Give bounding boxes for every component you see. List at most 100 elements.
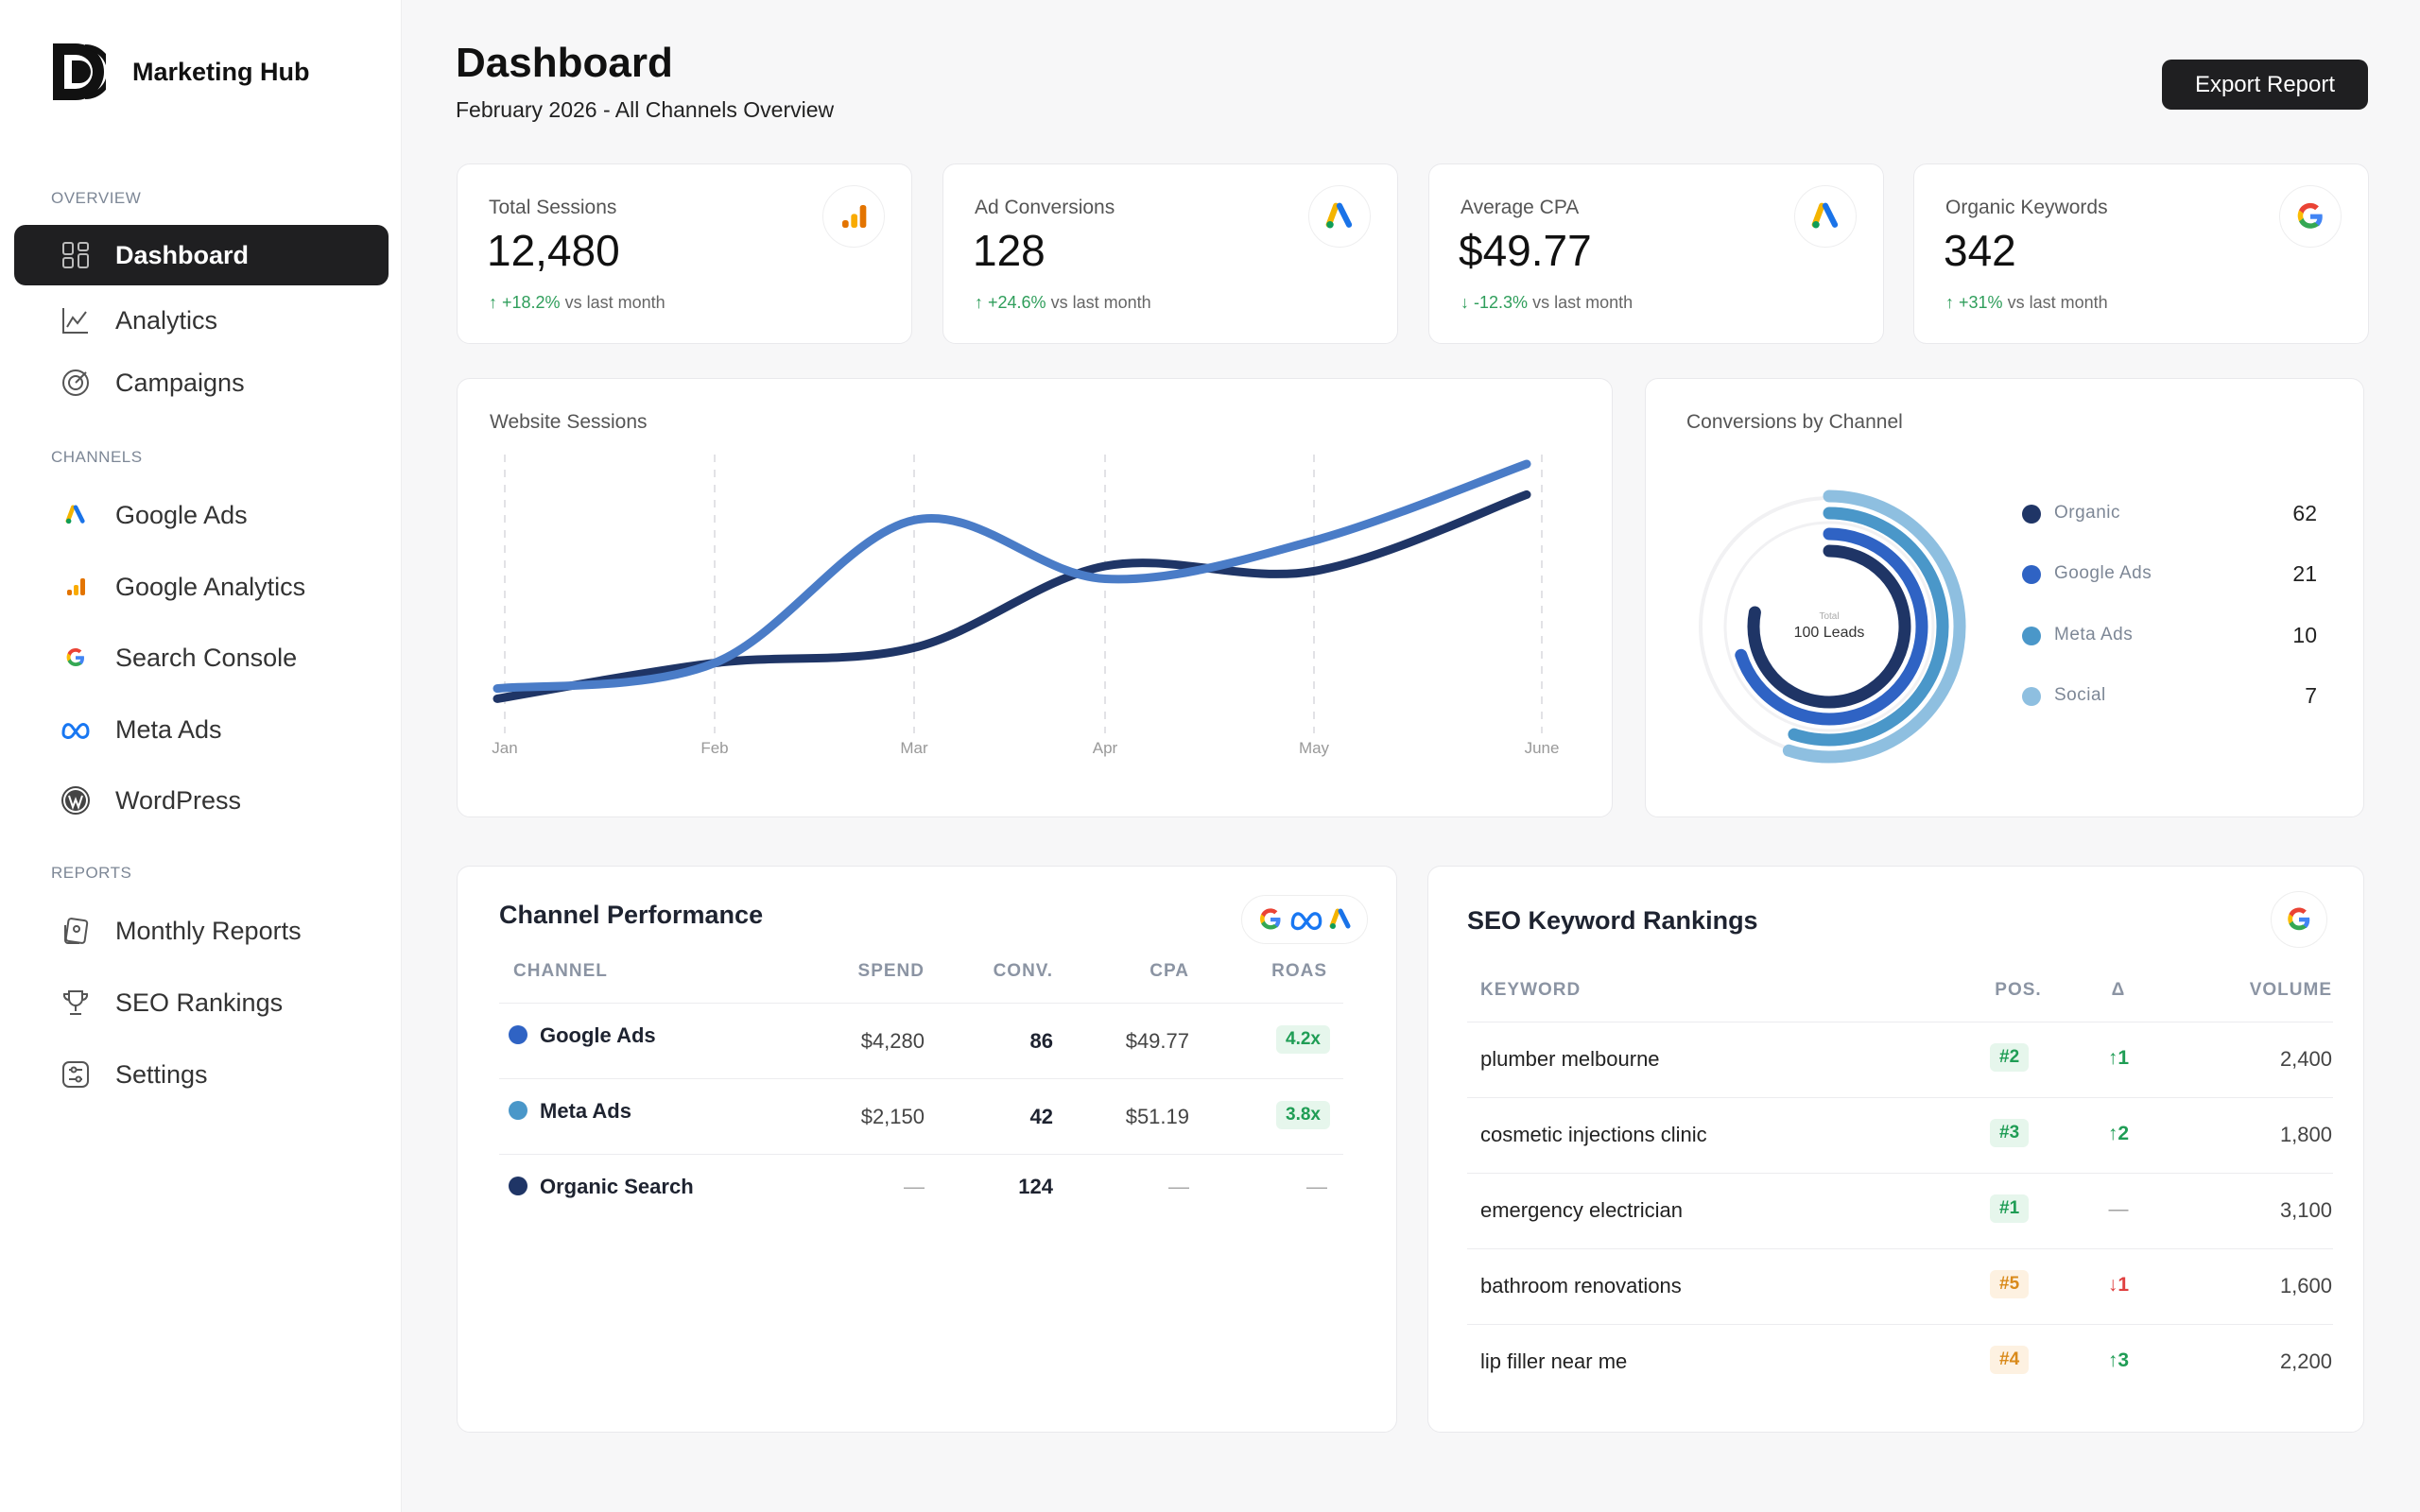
legend-dot — [2022, 687, 2041, 706]
channel-dot — [509, 1177, 527, 1195]
x-tick-label: Jan — [492, 739, 517, 757]
table-title: Channel Performance — [499, 901, 764, 929]
table-cell-conv: 42 — [1029, 1105, 1053, 1128]
volume-cell: 1,600 — [2279, 1274, 2332, 1297]
page-subtitle: February 2026 - All Channels Overview — [456, 97, 835, 122]
position-badge: #3 — [1990, 1119, 2030, 1147]
table-cell-channel: Organic Search — [540, 1175, 694, 1198]
trophy-icon — [60, 987, 92, 1019]
divider — [1467, 1097, 2333, 1098]
conversions-donut-chart: Total 100 Leads — [1699, 490, 1966, 764]
legend-label: Social — [2054, 685, 2106, 705]
sidebar-item-label: Settings — [115, 1059, 208, 1089]
google-analytics-icon — [60, 571, 92, 603]
legend-value: 10 — [2292, 623, 2317, 647]
sidebar-item-google-analytics[interactable]: Google Analytics — [14, 557, 389, 617]
rank-delta: ↓1 — [2107, 1274, 2130, 1296]
table-cell-channel: Meta Ads — [540, 1099, 631, 1123]
donut-arc-meta-ads — [1788, 507, 1949, 747]
col-header-spend: SPEND — [857, 961, 925, 981]
page-title: Dashboard — [456, 40, 673, 86]
meta-icon — [1290, 912, 1322, 931]
sidebar-item-search-console[interactable]: Search Console — [14, 627, 389, 688]
table-row[interactable]: plumber melbourne #2 ↑1 2,400 — [1428, 1022, 2365, 1098]
col-header-pos: POS. — [1995, 980, 2042, 1000]
sidebar-item-dashboard[interactable]: Dashboard — [14, 225, 389, 285]
google-ads-icon — [1308, 185, 1371, 248]
sidebar-item-label: Meta Ads — [115, 714, 222, 744]
sidebar-item-label: WordPress — [115, 785, 242, 815]
donut-arc-organic — [1747, 544, 1911, 709]
donut-arc-social — [1782, 490, 1966, 764]
keyword-cell: bathroom renovations — [1480, 1274, 1682, 1297]
table-cell-spend: $2,150 — [860, 1105, 925, 1128]
keyword-cell: cosmetic injections clinic — [1480, 1123, 1707, 1146]
divider — [499, 1003, 1343, 1004]
sidebar-item-settings[interactable]: Settings — [14, 1044, 389, 1105]
export-report-button[interactable]: Export Report — [2162, 60, 2368, 110]
google-icon — [60, 642, 92, 674]
legend-label: Meta Ads — [2054, 625, 2134, 644]
section-overview: OVERVIEW — [51, 189, 142, 207]
seo-rankings-card: SEO Keyword Rankings KEYWORD POS. Δ VOLU… — [1427, 866, 2364, 1433]
table-title: SEO Keyword Rankings — [1467, 906, 1758, 935]
series-line-1 — [493, 490, 1531, 703]
table-cell-channel: Google Ads — [540, 1023, 656, 1047]
kpi-value: 12,480 — [487, 226, 620, 275]
table-row[interactable]: emergency electrician #1 — 3,100 — [1428, 1174, 2365, 1249]
sidebar-item-label: Google Analytics — [115, 572, 306, 601]
sidebar-item-campaigns[interactable]: Campaigns — [14, 352, 389, 413]
google-ads-icon — [1329, 908, 1351, 929]
table-cell-cpa: $51.19 — [1125, 1105, 1189, 1128]
rank-delta: — — [2108, 1198, 2129, 1220]
position-badge: #1 — [1990, 1194, 2030, 1223]
kpi-label: Ad Conversions — [975, 197, 1115, 218]
kpi-delta: ↓ -12.3% vs last month — [1461, 293, 1633, 313]
sidebar-item-monthly-reports[interactable]: Monthly Reports — [14, 901, 389, 961]
sidebar-item-google-ads[interactable]: Google Ads — [14, 485, 389, 545]
kpi-delta-value: ↑ +24.6% — [975, 293, 1046, 312]
sidebar-item-label: Campaigns — [115, 368, 245, 397]
kpi-value: $49.77 — [1459, 226, 1592, 275]
channel-dot — [509, 1101, 527, 1120]
table-row[interactable]: cosmetic injections clinic #3 ↑2 1,800 — [1428, 1098, 2365, 1174]
meta-icon — [60, 713, 92, 746]
sidebar-item-label: Search Console — [115, 643, 298, 672]
donut-track — [1723, 521, 1935, 732]
brand[interactable]: Marketing Hub — [51, 42, 310, 102]
channel-dot — [509, 1025, 527, 1044]
section-reports: REPORTS — [51, 864, 132, 882]
google-icon — [2279, 185, 2342, 248]
table-row[interactable]: lip filler near me #4 ↑3 2,200 — [1428, 1325, 2365, 1400]
chart-title: Conversions by Channel — [1686, 411, 1903, 433]
sidebar: Marketing Hub OVERVIEW Dashboard Analyti… — [0, 0, 402, 1512]
col-header-cpa: CPA — [1150, 961, 1189, 981]
kpi-delta: ↑ +24.6% vs last month — [975, 293, 1151, 313]
table-cell-conv: 124 — [1018, 1175, 1053, 1198]
settings-icon — [60, 1058, 92, 1091]
legend-value: 21 — [2292, 561, 2317, 586]
col-header-volume: VOLUME — [2249, 980, 2332, 1000]
x-tick-label: Feb — [700, 739, 728, 757]
divider — [1467, 1173, 2333, 1174]
table-cell-spend: $4,280 — [860, 1029, 925, 1053]
position-badge: #5 — [1990, 1270, 2030, 1298]
volume-cell: 2,400 — [2279, 1047, 2332, 1071]
kpi-delta-value: ↓ -12.3% — [1461, 293, 1529, 312]
sessions-line-chart: Jan Feb Mar Apr May June — [492, 455, 1559, 757]
channel-icons — [1241, 895, 1368, 944]
donut-center-label: 100 Leads — [1794, 625, 1865, 641]
volume-cell: 1,800 — [2279, 1123, 2332, 1146]
sidebar-item-analytics[interactable]: Analytics — [14, 290, 389, 351]
sidebar-item-seo-rankings[interactable]: SEO Rankings — [14, 972, 389, 1033]
kpi-delta: ↑ +31% vs last month — [1945, 293, 2108, 313]
sidebar-item-wordpress[interactable]: WordPress — [14, 770, 389, 831]
sidebar-item-meta-ads[interactable]: Meta Ads — [14, 699, 389, 760]
google-analytics-icon — [822, 185, 885, 248]
legend-dot — [2022, 565, 2041, 584]
conversions-chart-card: Conversions by Channel Total 100 Leads Or… — [1645, 378, 2364, 817]
kpi-card-ad-conversions: Ad Conversions 128 ↑ +24.6% vs last mont… — [942, 163, 1398, 344]
google-icon — [2271, 891, 2327, 948]
table-row[interactable]: bathroom renovations #5 ↓1 1,600 — [1428, 1249, 2365, 1325]
kpi-delta-value: ↑ +18.2% — [489, 293, 561, 312]
